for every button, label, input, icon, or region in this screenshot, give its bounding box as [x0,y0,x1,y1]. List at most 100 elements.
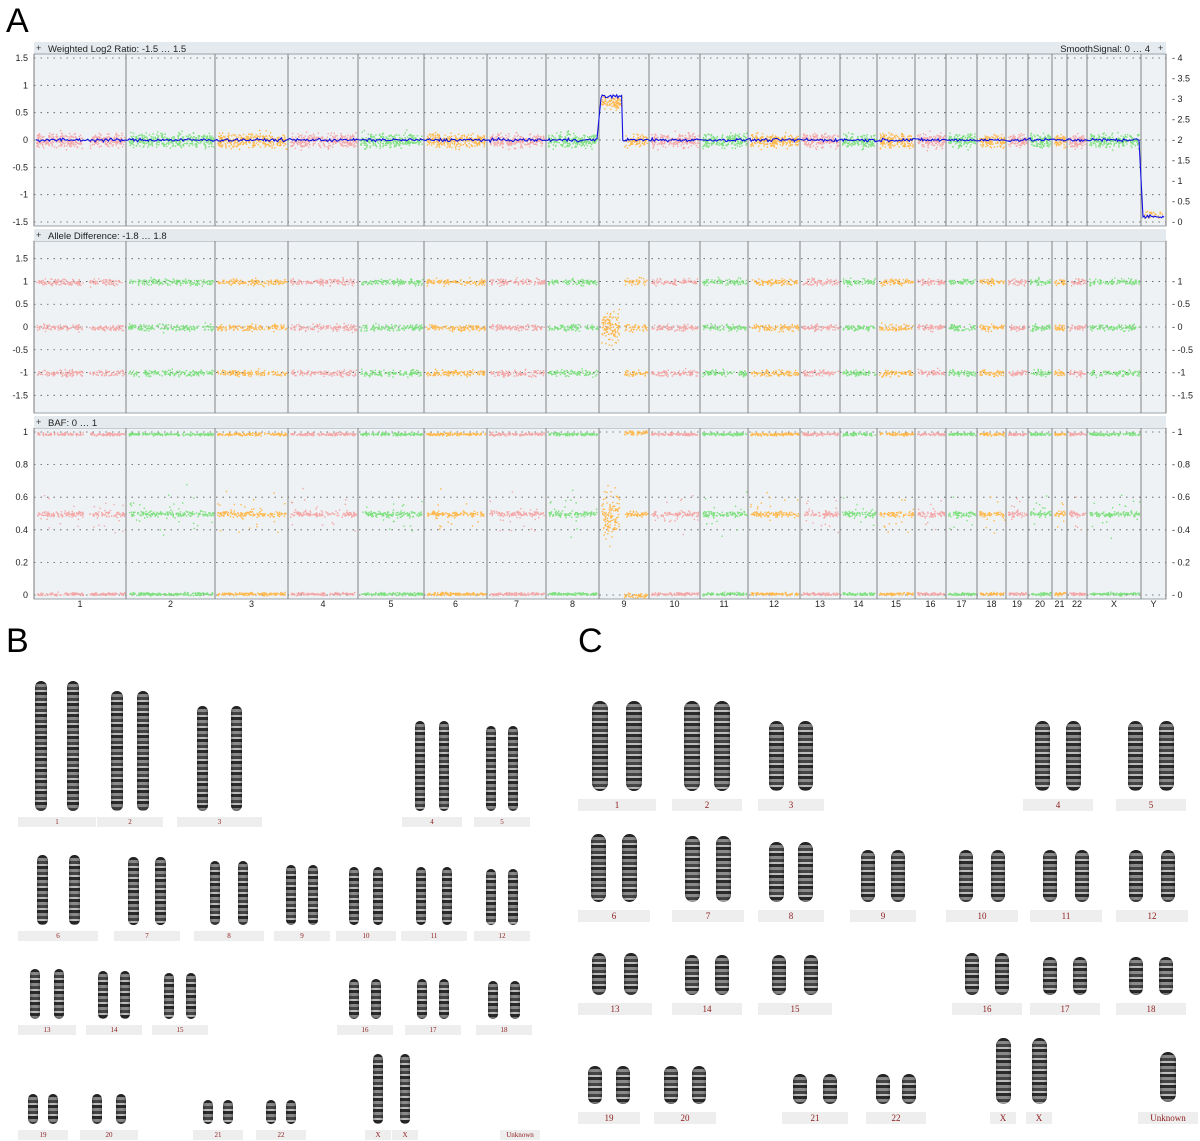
panel-c-label: C [578,622,603,660]
chromosome-17-a [1042,957,1057,995]
log2-chrom-19-points [1008,133,1028,149]
allele-chrom-7-points [489,277,546,378]
baf-chrom-6-points [426,431,487,597]
x-tick-chrom-22: 22 [1072,599,1082,609]
chromosome-20-a [664,1066,679,1104]
baf-y-tick: 0.4 [15,525,28,535]
chromosome-2-b [137,691,150,811]
karyotype-b-label: 10 [336,931,396,941]
chromosome-2-a [683,701,700,791]
log2-y2-tick: - 2.5 [1172,115,1190,125]
baf-y2-tick: - 0.2 [1172,557,1190,567]
karyotype-c-label: 6 [578,910,650,922]
chromosome-8-b [798,842,814,902]
chromosome-11-b [1074,850,1089,902]
allele-y-tick: 0 [23,322,28,332]
allele-y-tick: -1 [20,368,28,378]
allele-y-tick: -1.5 [12,390,28,400]
log2-y2-tick: - 3 [1172,94,1183,104]
karyotype-c-label: X [1026,1112,1052,1124]
chromosome-X [400,1054,410,1124]
chromosome-9-a [285,865,296,925]
baf-chrom-15-points [879,431,915,597]
chromosome-4-a [1035,721,1051,791]
plus-icon: + [36,417,41,427]
chromosome-3-a [768,721,784,791]
x-tick-chrom-21: 21 [1054,599,1064,609]
allele-y-tick: -0.5 [12,345,28,355]
chromosome-14-b [715,955,730,995]
chromosome-16-b [371,979,382,1019]
log2-y2-tick: - 1.5 [1172,156,1190,166]
karyotype-b-label: 1 [18,817,96,827]
log2-y2-tick: - 0.5 [1172,197,1190,207]
log2-y-tick: -0.5 [12,162,28,172]
chromosome-3-b [798,721,814,791]
allele-chrom-2-points [128,276,215,378]
karyotype-c-label: 7 [672,910,744,922]
chromosome-12-b [1160,850,1175,902]
allele-y2-tick: - -1.5 [1172,390,1193,400]
baf-chrom-2-points [128,431,215,597]
chromosome-3-b [231,706,242,811]
x-tick-chrom-18: 18 [986,599,996,609]
karyotype-b-label: 3 [177,817,262,827]
allele-chrom-9-points [601,276,649,377]
x-tick-chrom-4: 4 [320,599,325,609]
chromosome-14-b [120,971,131,1019]
chromosome-22-a [266,1100,276,1124]
chromosome-7-b [716,836,732,902]
karyotype-b-label: 16 [337,1025,393,1035]
karyotype-b-label: X [365,1130,391,1140]
baf-chrom-21-points [1054,432,1067,597]
karyotype-b-label: 21 [193,1130,243,1140]
karyotype-c-label: 12 [1116,910,1188,922]
plus-icon: + [1158,43,1163,53]
karyotype-b-label: X [392,1130,418,1140]
karyotype-b-label: 5 [474,817,530,827]
karyotype-c-label: 2 [672,799,742,811]
plus-icon: + [36,230,41,240]
chromosome-1-a [35,681,48,811]
track-header [34,416,1166,428]
allele-chrom-13-points [802,277,840,377]
chromosome-13-a [591,953,606,995]
baf-chrom-17-points [948,432,977,597]
karyotype-b-label: 7 [114,931,180,941]
log2-y2-tick: - 0 [1172,217,1183,227]
genome-plot: + Weighted Log2 Ratio: -1.5 … 1.5 1.5 1 0.5 0… [12,42,1193,609]
allele-chrom-5-points [360,278,424,378]
baf-chrom-X-points [1089,431,1141,597]
smooth-signal-line [35,93,1165,220]
baf-chrom-20-points [1030,432,1052,597]
x-tick-chrom-6: 6 [453,599,458,609]
baf-y2-tick: - 0.4 [1172,525,1190,535]
chromosome-17-b [1073,957,1088,995]
chromosome-3-a [197,706,208,811]
panel-a-label: A [6,2,29,40]
karyotype-c-label: 18 [1116,1003,1186,1015]
chromosome-18-b [1159,957,1174,995]
allele-chrom-17-points [948,278,977,377]
x-tick-chrom-20: 20 [1035,599,1045,609]
log2-y-tick: 0.5 [15,108,28,118]
x-tick-chrom-2: 2 [168,599,173,609]
allele-chrom-1-points [36,278,125,378]
log2-chrom-8-points [548,130,599,150]
chromosome-21-b [223,1100,233,1124]
karyotype-b-label: 15 [152,1025,208,1035]
chromosome-11-a [1043,850,1058,902]
baf-chrom-19-points [1008,432,1028,597]
chromosome-6-b [622,834,638,902]
chromosome-5-a [1128,721,1144,791]
chromosome-12-a [1129,850,1144,902]
karyotype-c-label: 1 [578,799,656,811]
chromosome-16-a [348,979,359,1019]
karyotype-c-label: 13 [578,1003,652,1015]
chromosome-10-b [990,850,1005,902]
karyotype-b-label: 18 [476,1025,532,1035]
x-tick-chrom-5: 5 [388,599,393,609]
log2-chrom-22-points [1069,132,1087,150]
allele-title: Allele Difference: -1.8 … 1.8 [48,231,167,242]
chromosome-19-b [615,1066,630,1104]
